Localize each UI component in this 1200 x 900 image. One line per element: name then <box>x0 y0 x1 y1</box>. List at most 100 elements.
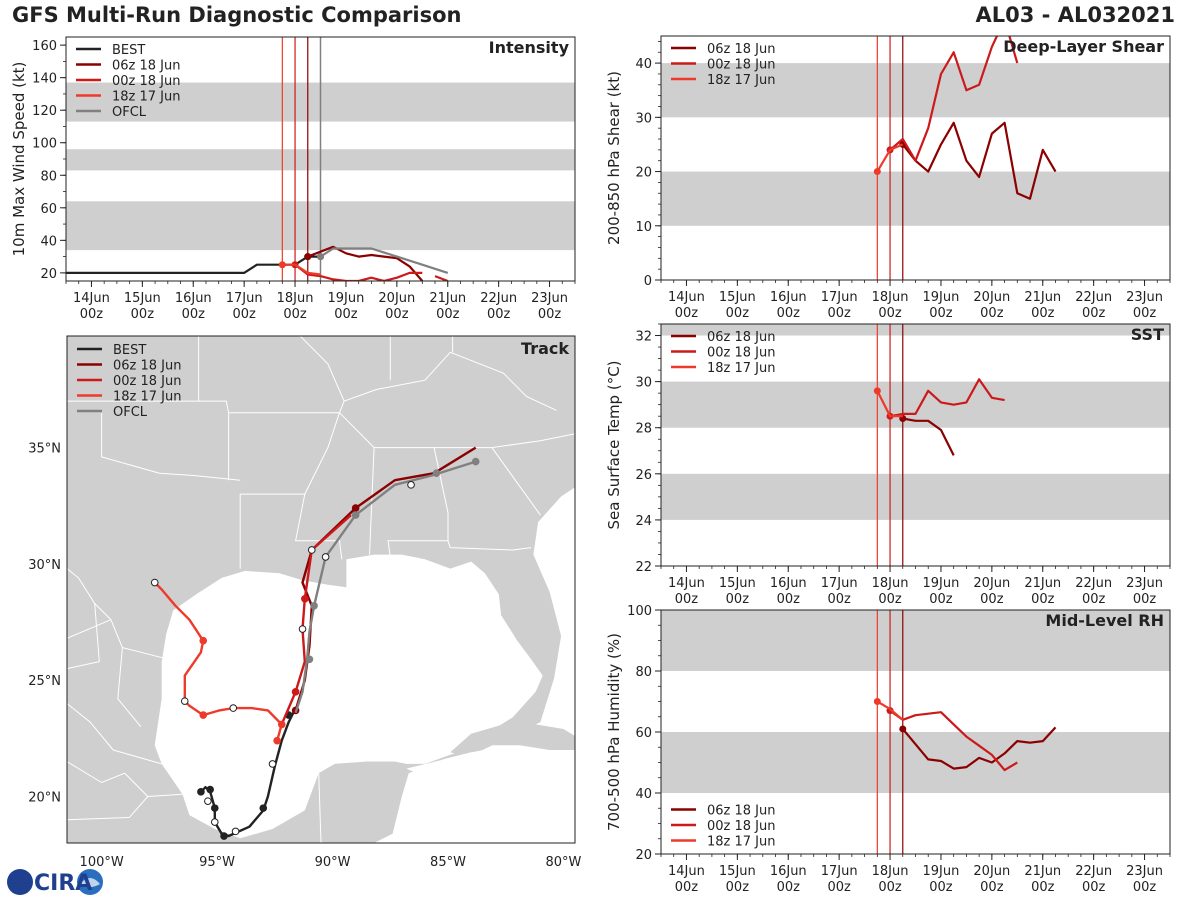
track-point <box>291 688 300 696</box>
xtick-hour: 00z <box>878 306 902 320</box>
series-3-line <box>282 263 321 276</box>
xtick-hour: 00z <box>487 307 511 322</box>
legend-label: 00z 18 Jun <box>707 346 776 361</box>
ytick-label: 40 <box>635 57 652 72</box>
xtick-day: 15Jun <box>719 576 756 591</box>
series-1-line <box>889 709 1018 772</box>
panel-title: SST <box>1131 325 1164 344</box>
xtick-day: 22Jun <box>1075 576 1112 591</box>
legend-label: 18z 17 Jun <box>707 73 776 88</box>
track-point <box>301 595 309 603</box>
xtick-day: 16Jun <box>175 291 212 306</box>
xtick-day: 17Jun <box>821 864 858 879</box>
lat-tick-label: 20°N <box>28 790 61 805</box>
xtick-hour: 00z <box>726 592 750 607</box>
xtick-hour: 00z <box>980 880 1004 895</box>
series-2-point <box>873 168 881 176</box>
xtick-hour: 00z <box>980 306 1004 320</box>
ytick-label: 100 <box>627 604 652 619</box>
track-map: 100°W 95°W 90°W 85°W 80°W 20°N 25°N 30°N 35°N Tra… <box>28 335 582 870</box>
ytick-label: 20 <box>635 848 652 863</box>
band-1 <box>661 610 1170 671</box>
ytick-label: 10 <box>635 220 652 235</box>
legend-label: 18z 17 Jun <box>112 90 181 105</box>
xtick-hour: 00z <box>827 306 851 320</box>
legend-label: 00z 18 Jun <box>707 819 776 834</box>
panel-title: Intensity <box>489 38 570 57</box>
xtick-day: 23Jun <box>1126 576 1163 591</box>
ytick-label: 30 <box>635 111 652 126</box>
ytick-label: 0 <box>644 274 652 289</box>
ytick-label: 100 <box>32 137 57 152</box>
state-border <box>318 773 322 843</box>
series-0-line <box>901 121 1057 200</box>
plot-area <box>661 36 1170 280</box>
xtick-day: 15Jun <box>719 290 756 305</box>
xtick-hour: 00z <box>777 880 801 895</box>
xtick-day: 18Jun <box>872 864 909 879</box>
panel-title: Mid-Level RH <box>1045 611 1164 630</box>
sst-chart: 22242628303214Jun00z15Jun00z16Jun00z17Ju… <box>605 323 1171 607</box>
xtick-hour: 00z <box>1031 306 1055 320</box>
ytick-label: 160 <box>32 39 57 54</box>
extra-segment <box>434 275 449 281</box>
xtick-day: 20Jun <box>378 291 415 306</box>
legend-label: 00z 18 Jun <box>112 74 181 89</box>
state-border <box>339 351 557 413</box>
xtick-hour: 00z <box>726 306 750 320</box>
xtick-day: 16Jun <box>770 576 807 591</box>
xtick-day: 17Jun <box>821 290 858 305</box>
xtick-day: 20Jun <box>973 290 1010 305</box>
plot-area <box>661 610 1170 854</box>
xtick-hour: 00z <box>777 592 801 607</box>
state-border <box>67 619 112 639</box>
series-0-line <box>901 726 1057 770</box>
track-point-open <box>150 578 159 587</box>
track-point-open <box>229 704 238 712</box>
track-point <box>351 504 360 512</box>
xtick-day: 18Jun <box>872 290 909 305</box>
xtick-hour: 00z <box>538 307 562 322</box>
xtick-day: 17Jun <box>226 291 263 306</box>
series-2-line <box>876 390 903 418</box>
xtick-hour: 00z <box>1133 592 1157 607</box>
state-border <box>304 412 340 495</box>
xtick-day: 21Jun <box>1024 290 1061 305</box>
state-border <box>299 336 345 402</box>
state-border <box>67 703 162 765</box>
figure-title: GFS Multi-Run Diagnostic Comparison <box>12 3 462 27</box>
track-point-open <box>204 797 212 805</box>
lon-tick-label: 100°W <box>80 855 124 870</box>
track-point <box>210 804 219 812</box>
cira-logo: CIRA <box>7 869 103 896</box>
lon-tick-label: 95°W <box>199 855 235 870</box>
series-2-point <box>873 698 881 705</box>
xtick-day: 14Jun <box>668 864 705 879</box>
state-border <box>240 493 343 560</box>
xtick-day: 14Jun <box>668 576 705 591</box>
legend-label: 06z 18 Jun <box>113 359 182 374</box>
ytick-label: 26 <box>635 468 652 483</box>
legend-label: 06z 18 Jun <box>707 330 776 345</box>
ytick-label: 20 <box>635 166 652 181</box>
legend-label: 18z 17 Jun <box>707 835 776 850</box>
xtick-day: 22Jun <box>480 291 517 306</box>
ytick-label: 60 <box>635 726 652 741</box>
xtick-day: 22Jun <box>1075 864 1112 879</box>
lat-tick-label: 30°N <box>28 558 61 573</box>
ytick-label: 60 <box>40 202 57 217</box>
xtick-day: 17Jun <box>821 576 858 591</box>
track-point <box>432 469 441 478</box>
logo-text: CIRA <box>34 871 92 896</box>
state-border <box>101 412 241 481</box>
legend-label: 06z 18 Jun <box>707 42 776 57</box>
xtick-hour: 00z <box>726 880 750 895</box>
xtick-hour: 00z <box>385 307 409 322</box>
band-0 <box>661 171 1170 226</box>
legend-label: 06z 18 Jun <box>112 59 181 74</box>
ytick-label: 28 <box>635 422 652 437</box>
series-2-line <box>294 263 423 281</box>
y-axis-label: 200-850 hPa Shear (kt) <box>605 71 623 245</box>
xtick-hour: 00z <box>675 306 699 320</box>
